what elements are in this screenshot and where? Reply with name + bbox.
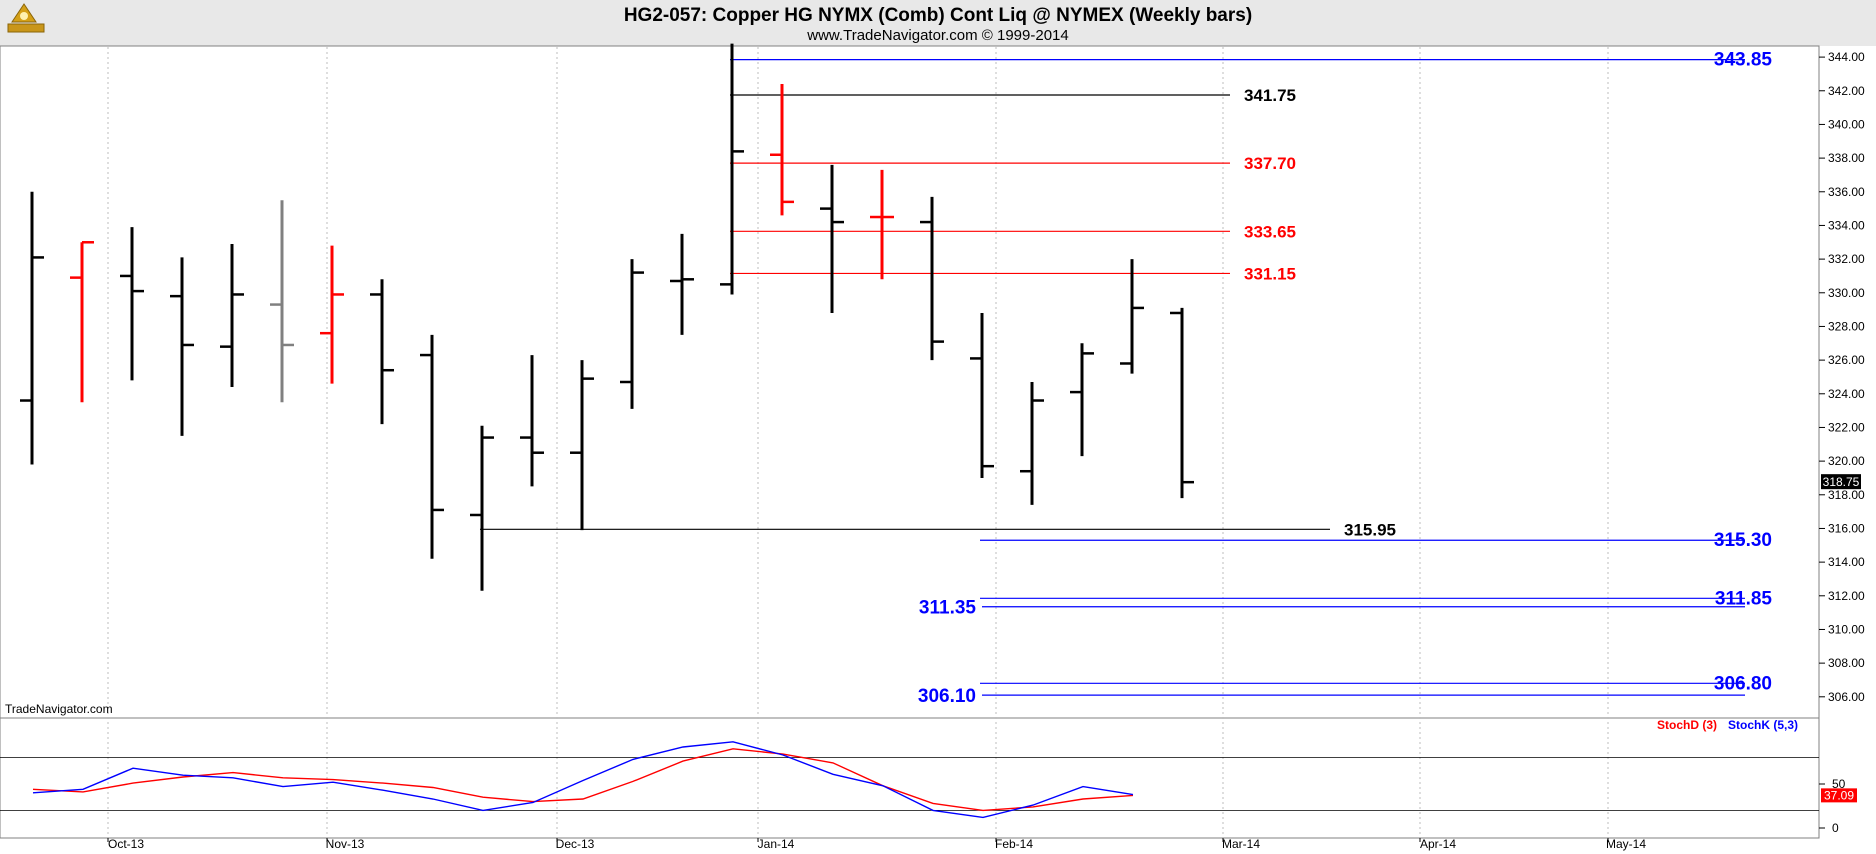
stoch-series-line — [32, 741, 1134, 819]
level-label: 315.30 — [1714, 530, 1772, 551]
ohlc-bar — [720, 43, 744, 295]
y-tick-label: 338.00 — [1828, 151, 1865, 165]
grid-layer — [107, 47, 1609, 838]
level-label: 333.65 — [1244, 222, 1296, 241]
level-label: 341.75 — [1244, 86, 1296, 105]
last-price-tag — [1821, 474, 1861, 490]
x-tick-label: Dec-13 — [556, 837, 595, 851]
ohlc-bar — [370, 279, 394, 425]
y-tick-label: 320.00 — [1828, 454, 1865, 468]
last-price-label: 318.75 — [1823, 475, 1860, 489]
y-tick-label: 336.00 — [1828, 185, 1865, 199]
level-label: 337.70 — [1244, 154, 1296, 173]
ohlc-bar — [620, 259, 644, 409]
ohlc-bar — [520, 355, 544, 487]
x-tick-label: Jan-14 — [758, 837, 795, 851]
ohlc-bar — [470, 425, 494, 591]
y-tick-label: 308.00 — [1828, 656, 1865, 670]
stoch-last-label: 37.09 — [1824, 788, 1854, 802]
price-panel — [0, 45, 1820, 719]
stoch-y-tick-label: 50 — [1832, 777, 1846, 791]
x-axis: Oct-13 Nov-13 Dec-13 Jan-14 Feb-14 Mar-14 Apr-… — [107, 837, 1646, 851]
level-label: 311.85 — [1715, 588, 1772, 609]
level-label: 311.35 — [919, 598, 976, 619]
chart-title: HG2-057: Copper HG NYMX (Comb) Cont Liq … — [624, 5, 1252, 26]
y-tick-label: 322.00 — [1828, 420, 1865, 434]
ohlc-bar — [1170, 307, 1194, 499]
ohlc-bar — [1120, 259, 1144, 374]
y-tick-label: 314.00 — [1828, 555, 1865, 569]
ohlc-bar — [170, 257, 194, 436]
chart-subtitle: www.TradeNavigator.com © 1999-2014 — [806, 27, 1068, 44]
ohlc-bar — [420, 334, 444, 559]
x-tick-label: Feb-14 — [995, 837, 1033, 851]
y-tick-label: 306.00 — [1828, 690, 1865, 704]
ohlc-bar — [570, 360, 594, 531]
ohlc-bar — [120, 227, 144, 381]
y-tick-label: 330.00 — [1828, 286, 1865, 300]
y-tick-label: 324.00 — [1828, 387, 1865, 401]
y-tick-label: 342.00 — [1828, 84, 1865, 98]
ohlc-bar — [920, 196, 944, 361]
bar-layer — [20, 43, 1194, 591]
ohlc-bar — [670, 233, 694, 335]
ohlc-bar — [970, 312, 994, 478]
ohlc-bar — [1020, 382, 1044, 505]
ohlc-bar — [1070, 343, 1094, 457]
level-layer: 343.85 341.75 337.70 333.65 331.15 315.95 315.… — [480, 50, 1772, 707]
ohlc-bar — [320, 245, 344, 384]
ohlc-bar — [870, 169, 894, 280]
ohlc-bar — [220, 243, 244, 388]
y-tick-label: 310.00 — [1828, 622, 1865, 636]
y-tick-label: 332.00 — [1828, 252, 1865, 266]
ohlc-bar — [70, 241, 94, 403]
ohlc-bar — [770, 84, 794, 216]
level-label: 306.10 — [918, 686, 976, 707]
header-background — [0, 0, 1876, 46]
legend-stochk: StochK (5,3) — [1728, 718, 1798, 732]
x-tick-label: Mar-14 — [1222, 837, 1260, 851]
trade-navigator-logo-icon — [7, 3, 45, 33]
y-tick-label: 316.00 — [1828, 521, 1865, 535]
ohlc-bar — [20, 191, 44, 465]
x-tick-label: Nov-13 — [326, 837, 365, 851]
level-label: 315.95 — [1344, 520, 1396, 539]
level-label: 306.80 — [1714, 673, 1772, 694]
y-axis: 306.00 308.00 310.00 312.00 314.00 316.00 318.… — [1819, 50, 1865, 704]
x-tick-label: Apr-14 — [1420, 837, 1456, 851]
level-label: 343.85 — [1714, 50, 1773, 71]
y-tick-label: 344.00 — [1828, 50, 1865, 64]
stoch-panel — [0, 717, 1820, 839]
legend-stochd: StochD (3) — [1657, 718, 1717, 732]
x-tick-label: Oct-13 — [108, 837, 144, 851]
stoch-series-line — [32, 748, 1134, 812]
y-tick-label: 326.00 — [1828, 353, 1865, 367]
stoch-last-tag — [1821, 788, 1857, 803]
ohlc-bar — [820, 164, 844, 313]
stoch-y-tick-label: 0 — [1832, 821, 1839, 835]
level-label: 331.15 — [1244, 264, 1296, 283]
y-tick-label: 328.00 — [1828, 319, 1865, 333]
stochastic-layer: 50 0 37.09 — [0, 741, 1857, 835]
y-tick-label: 340.00 — [1828, 117, 1865, 131]
watermark: TradeNavigator.com — [5, 702, 113, 716]
y-tick-label: 334.00 — [1828, 218, 1865, 232]
ohlc-bar — [270, 200, 294, 403]
x-tick-label: May-14 — [1606, 837, 1646, 851]
y-tick-label: 312.00 — [1828, 589, 1865, 603]
y-tick-label: 318.00 — [1828, 488, 1865, 502]
